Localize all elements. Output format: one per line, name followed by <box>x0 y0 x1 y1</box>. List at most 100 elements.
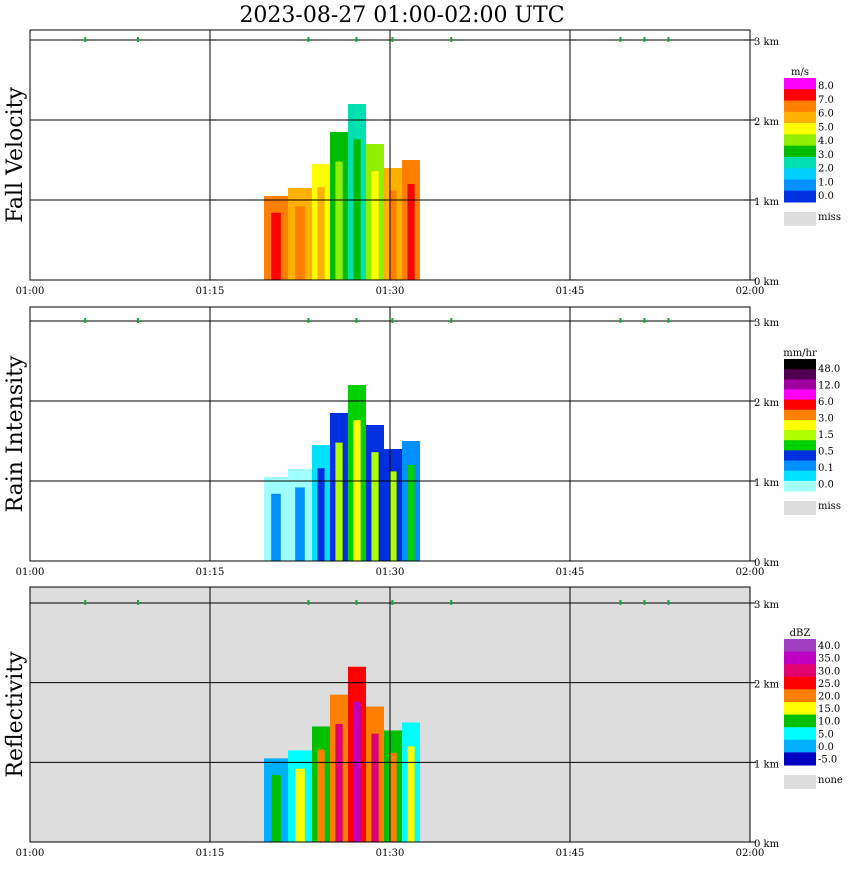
colorbar-swatch <box>784 440 816 451</box>
x-tick-label: 01:30 <box>376 286 405 297</box>
echo-core <box>317 749 325 842</box>
top-marker <box>137 600 139 605</box>
colorbar-swatch <box>784 399 816 411</box>
colorbar-label: 6.0 <box>818 397 834 408</box>
colorbar-swatch <box>784 727 816 741</box>
colorbar-label: 0.5 <box>818 447 834 458</box>
echo-core <box>353 701 361 842</box>
panel-2: 0 km 1 km 2 km 3 km 01:00 01:15 01:30 01:45 02:0… <box>3 306 841 578</box>
echo-core <box>407 746 415 842</box>
colorbar-swatch <box>784 714 816 728</box>
colorbar-swatch <box>784 450 816 462</box>
top-marker <box>137 318 139 323</box>
echo-core <box>353 420 361 561</box>
top-marker <box>643 318 646 323</box>
colorbar-label: -5.0 <box>818 754 837 765</box>
colorbar-label: 3.0 <box>818 150 834 161</box>
echo-core <box>295 206 305 280</box>
colorbar-swatch <box>784 430 816 441</box>
top-marker <box>84 37 87 42</box>
panel-ylabel: Rain Intensity <box>3 355 28 512</box>
y-tick-label: 0 km <box>754 839 780 850</box>
colorbar-miss-swatch <box>784 775 816 789</box>
top-marker <box>643 37 646 42</box>
colorbar-label: 0.0 <box>818 480 834 491</box>
echo-core <box>389 190 397 280</box>
top-marker <box>667 600 670 605</box>
top-marker <box>450 600 453 605</box>
top-marker <box>84 318 87 323</box>
colorbar-label: 1.0 <box>818 177 834 188</box>
colorbar-unit: m/s <box>791 67 809 78</box>
echo-core <box>389 752 397 842</box>
x-tick-label: 01:15 <box>196 567 225 578</box>
colorbar-label: 3.0 <box>818 414 834 425</box>
panel-1: 0 km 1 km 2 km 3 km 01:00 01:15 01:30 01:45 02:0… <box>3 29 841 297</box>
x-tick-label: 01:00 <box>16 567 45 578</box>
y-tick-label: 1 km <box>754 197 780 208</box>
top-marker <box>307 318 310 323</box>
colorbar-miss-swatch <box>784 501 816 515</box>
colorbar-swatch <box>784 168 816 180</box>
colorbar-swatch <box>784 100 816 113</box>
x-tick-label: 02:00 <box>736 286 765 297</box>
colorbar-swatch <box>784 134 816 147</box>
echo-core <box>271 775 281 842</box>
colorbar-swatch <box>784 419 816 431</box>
x-tick-label: 01:30 <box>376 567 405 578</box>
colorbar-label: 5.0 <box>818 122 834 133</box>
colorbar-label: 0.0 <box>818 742 834 753</box>
colorbar-label: 5.0 <box>818 729 834 740</box>
y-tick-label: 3 km <box>754 318 780 329</box>
colorbar-swatch <box>784 689 816 703</box>
y-tick-label: 3 km <box>754 37 780 48</box>
colorbar-swatch <box>784 123 816 135</box>
top-marker <box>450 318 453 323</box>
colorbar-label: 15.0 <box>818 704 840 715</box>
y-tick-label: 1 km <box>754 759 780 770</box>
top-marker <box>391 600 394 605</box>
colorbar-miss-label: miss <box>818 501 841 512</box>
x-tick-label: 01:45 <box>556 848 585 859</box>
top-marker <box>307 600 310 605</box>
colorbar-swatch <box>784 480 816 492</box>
colorbar-miss-swatch <box>784 212 816 226</box>
colorbar-label: 20.0 <box>818 691 840 702</box>
echo-core <box>389 471 397 561</box>
echo-core <box>271 212 281 280</box>
colorbar-label: 35.0 <box>818 654 840 665</box>
colorbar-swatch <box>784 752 816 766</box>
echo-core <box>295 768 305 842</box>
x-tick-label: 02:00 <box>736 567 765 578</box>
echo-core <box>335 724 343 842</box>
colorbar-swatch <box>784 460 816 472</box>
colorbar-swatch <box>784 664 816 678</box>
panels-group: 0 km 1 km 2 km 3 km 01:00 01:15 01:30 01:45 02:0… <box>3 29 843 859</box>
colorbar-unit: mm/hr <box>783 348 817 359</box>
x-tick-label: 01:45 <box>556 567 585 578</box>
colorbar-swatch <box>784 379 816 390</box>
echo-core <box>335 442 343 561</box>
y-tick-label: 1 km <box>754 478 780 489</box>
panel-ylabel: Reflectivity <box>3 651 28 778</box>
echo-core <box>335 161 343 280</box>
top-marker <box>643 600 646 605</box>
colorbar-label: 6.0 <box>818 109 834 120</box>
colorbar-label: 0.1 <box>818 463 834 474</box>
y-tick-label: 2 km <box>754 680 780 691</box>
top-marker <box>84 600 87 605</box>
x-tick-label: 01:15 <box>196 848 225 859</box>
colorbar-swatch <box>784 739 816 753</box>
colorbar-label: 48.0 <box>818 364 840 375</box>
x-tick-label: 01:15 <box>196 286 225 297</box>
colorbar-label: 10.0 <box>818 717 840 728</box>
colorbar-swatch <box>784 190 816 203</box>
top-marker <box>355 600 358 605</box>
colorbar-swatch <box>784 639 816 653</box>
colorbar-miss-label: miss <box>818 212 841 223</box>
colorbar-swatch <box>784 111 816 124</box>
colorbar-swatch <box>784 470 816 482</box>
top-marker <box>619 600 622 605</box>
echo-core <box>407 465 415 561</box>
